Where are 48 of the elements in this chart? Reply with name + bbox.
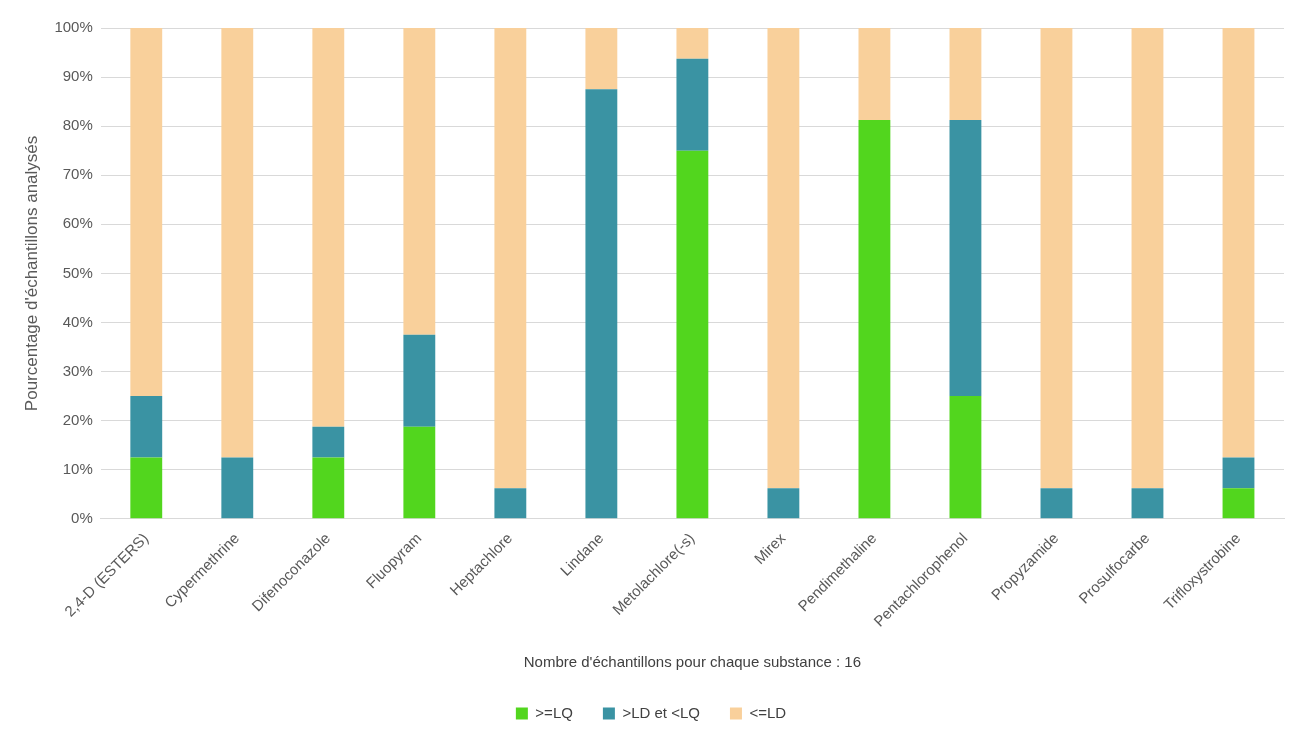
y-tick-label: 80%	[62, 116, 93, 134]
bar	[949, 396, 982, 519]
bar	[130, 457, 163, 519]
y-tick-label: 40%	[62, 312, 93, 330]
bar	[494, 28, 527, 489]
bar	[1131, 488, 1164, 519]
bar	[1040, 488, 1073, 519]
bar	[767, 488, 800, 519]
bar	[221, 457, 254, 519]
legend-label: >LD et <LQ	[622, 703, 700, 721]
bar	[221, 28, 254, 458]
y-tick-label: 100%	[54, 18, 93, 36]
bar	[130, 396, 163, 458]
bar	[494, 488, 527, 519]
y-tick-label: 30%	[62, 361, 93, 379]
bar	[403, 334, 436, 427]
bar	[585, 28, 618, 90]
bar	[858, 120, 891, 519]
bar	[1222, 457, 1255, 489]
x-axis-title: Nombre d'échantillons pour chaque substance : 16	[523, 653, 862, 671]
bar	[949, 120, 982, 397]
bar	[1040, 28, 1073, 489]
bar	[676, 58, 709, 151]
y-tick-label: 70%	[62, 165, 93, 183]
y-tick-label: 0%	[71, 508, 93, 526]
y-tick-label: 10%	[62, 459, 93, 477]
bar	[312, 28, 345, 427]
y-axis-title: Pourcentage d'échantillons analysés	[21, 135, 41, 412]
bar	[858, 28, 891, 121]
bar	[312, 426, 345, 458]
bar	[1222, 488, 1255, 519]
y-tick-label: 60%	[62, 214, 93, 232]
legend-label: <=LD	[749, 703, 787, 721]
y-tick-label: 20%	[62, 410, 93, 428]
y-tick-label: 90%	[62, 67, 93, 85]
bar	[585, 89, 618, 519]
bar	[676, 150, 709, 519]
legend-label: >=LQ	[535, 703, 573, 721]
bar	[1222, 28, 1255, 458]
y-tick-label: 50%	[62, 263, 93, 281]
bar	[403, 426, 436, 519]
bar	[676, 28, 709, 59]
bar	[1131, 28, 1164, 489]
bar	[949, 28, 982, 121]
bar	[312, 457, 345, 519]
bar	[130, 28, 163, 397]
bar	[767, 28, 800, 489]
bar	[403, 28, 436, 335]
